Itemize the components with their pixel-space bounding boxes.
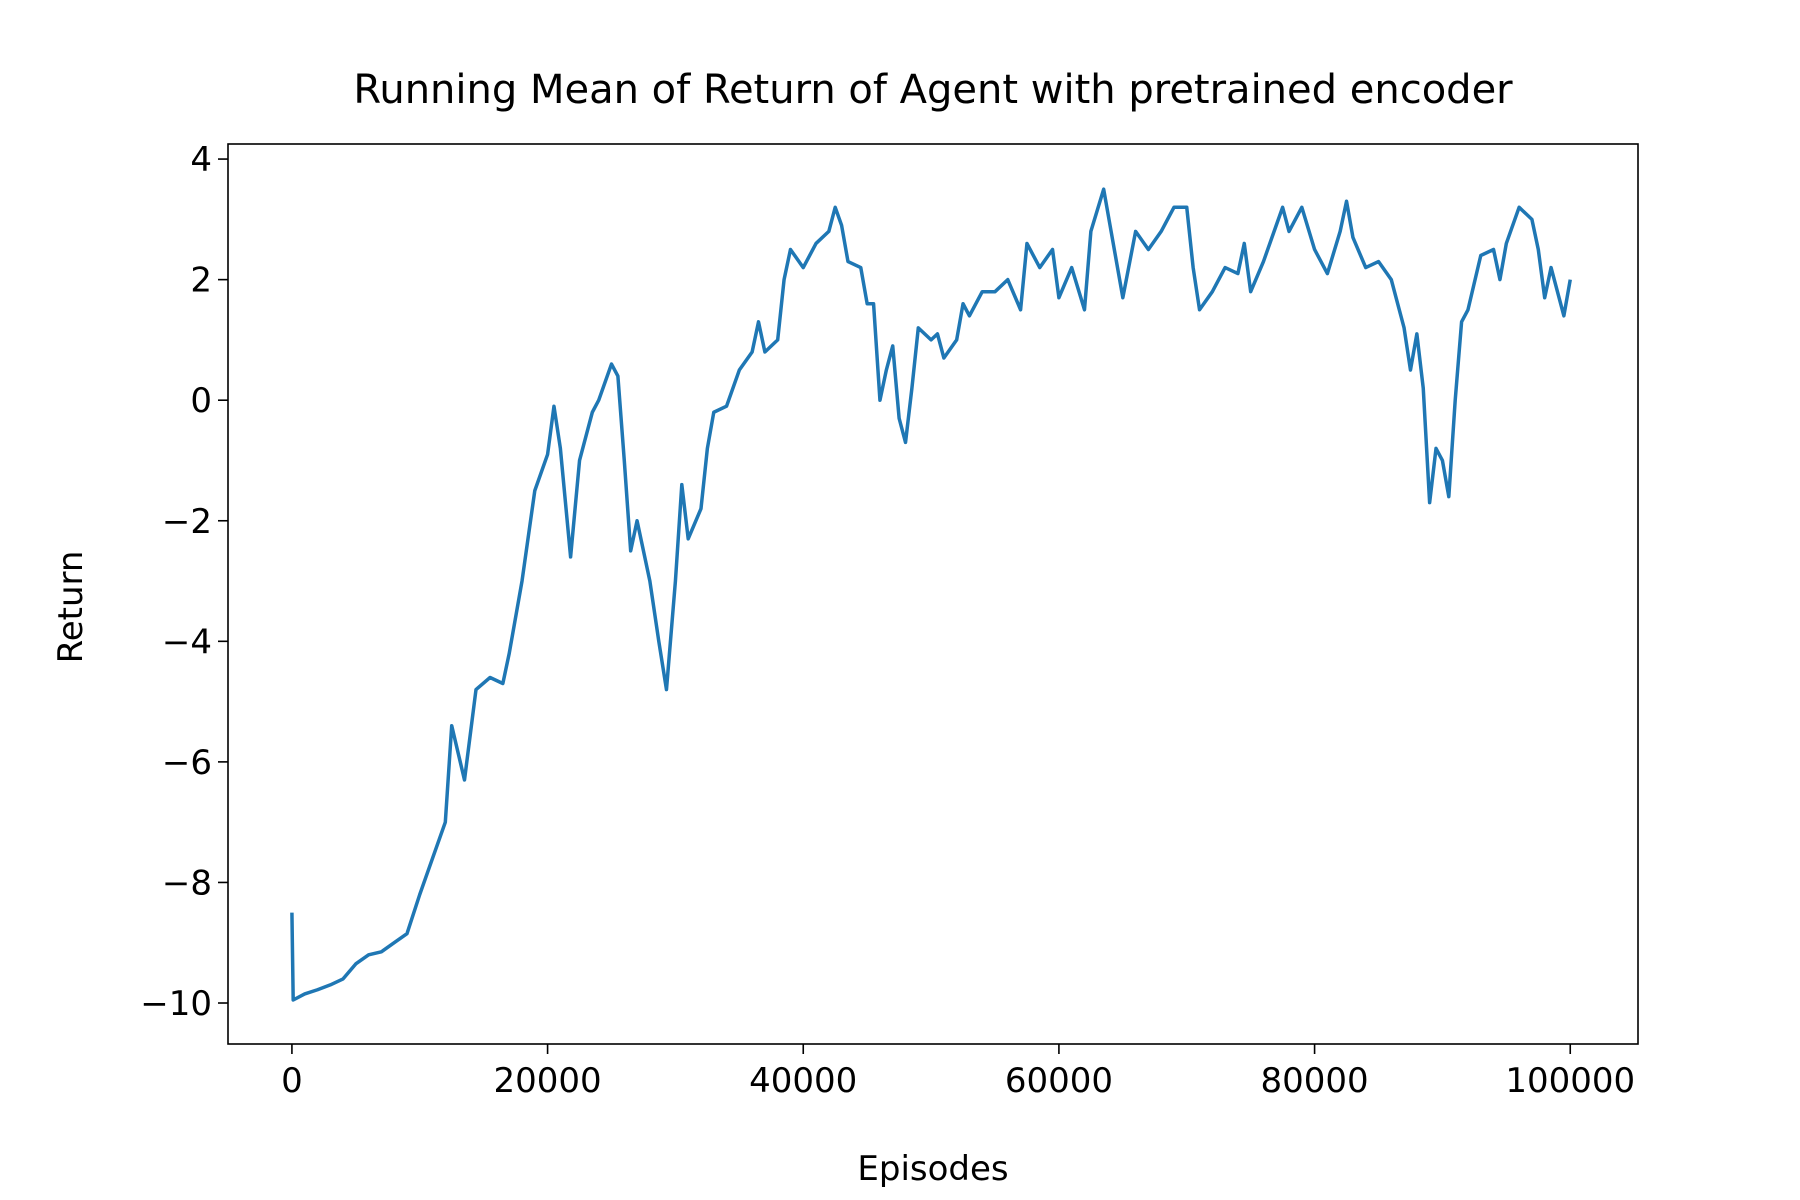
y-tick-label: −4	[162, 622, 212, 662]
chart-title: Running Mean of Return of Agent with pre…	[353, 67, 1513, 113]
y-tick-label: −2	[162, 502, 212, 542]
y-tick-label: 0	[190, 381, 212, 421]
x-tick-label: 100000	[1505, 1061, 1635, 1101]
y-tick-label: 4	[190, 140, 212, 180]
x-tick-label: 40000	[749, 1061, 857, 1101]
line-series	[290, 187, 1572, 1002]
y-tick-label: −6	[162, 743, 212, 783]
x-tick-label: 80000	[1260, 1061, 1368, 1101]
y-tick-label: 2	[190, 261, 212, 301]
x-tick-label: 60000	[1005, 1061, 1113, 1101]
y-tick-label: −8	[162, 863, 212, 903]
plot-frame	[227, 143, 1639, 1045]
y-axis-label: Return	[51, 551, 91, 664]
x-tick-label: 20000	[493, 1061, 601, 1101]
x-axis-label: Episodes	[857, 1149, 1008, 1189]
x-tick-label: 0	[281, 1061, 303, 1101]
y-tick-label: −10	[140, 984, 212, 1024]
